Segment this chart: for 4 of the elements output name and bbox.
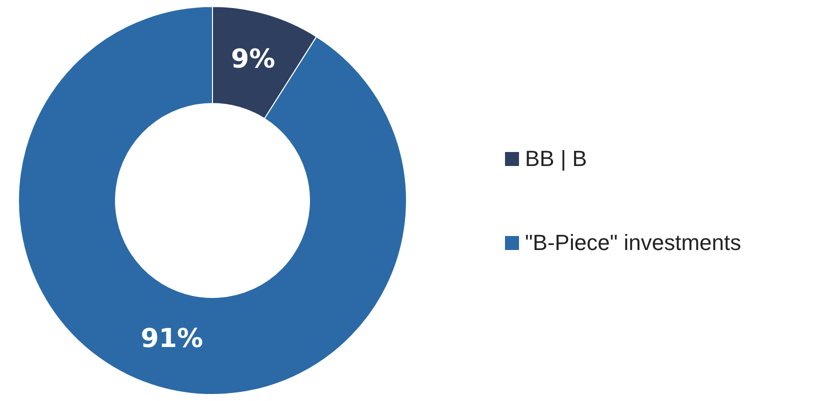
data-label: 9% xyxy=(231,44,276,75)
data-label: 91% xyxy=(140,324,204,354)
legend-label: BB | B xyxy=(525,146,587,172)
legend-label: "B-Piece" investments xyxy=(525,230,742,256)
